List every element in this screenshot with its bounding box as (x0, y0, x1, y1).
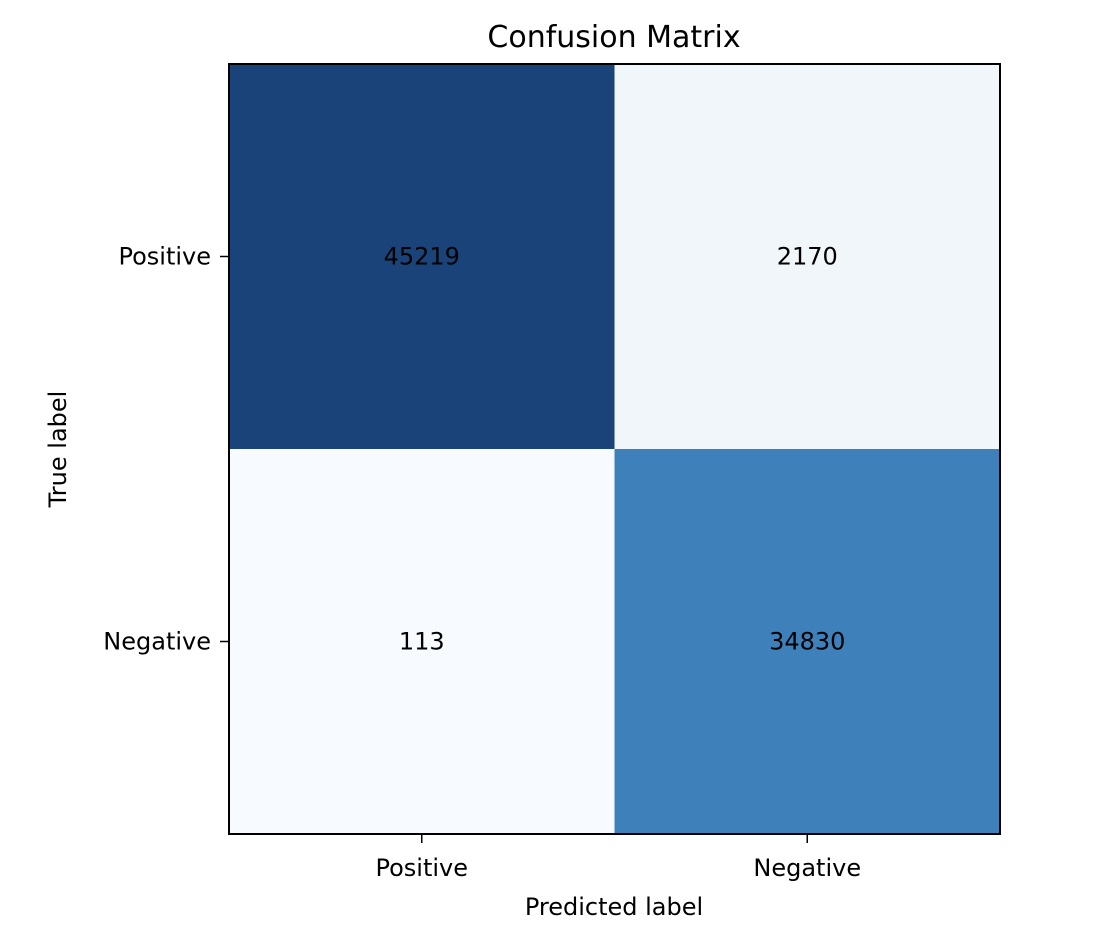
matrix-cell-1-1 (614, 449, 1001, 835)
chart-title: Confusion Matrix (487, 20, 740, 55)
cell-value-label-1-1: 34830 (769, 628, 845, 656)
matrix-cell-0-0 (229, 64, 615, 450)
cell-value-label-0-1: 2170 (777, 243, 838, 271)
cell-value-label-0-0: 45219 (384, 243, 460, 271)
heatmap-cells (229, 64, 1001, 835)
matrix-cell-1-0 (229, 449, 615, 835)
y-tick-label-0: Positive (118, 243, 211, 271)
x-axis-ticks: Positive Negative (375, 834, 861, 882)
matrix-cell-0-1 (614, 64, 1001, 450)
y-axis-ticks: Positive Negative (103, 243, 229, 656)
x-axis-label: Predicted label (525, 893, 703, 921)
plot-frame (228, 63, 1001, 835)
heatmap-cell-labels: 45219 2170 113 34830 (384, 243, 846, 656)
y-tick-label-1: Negative (103, 628, 211, 656)
x-tick-label-0: Positive (375, 854, 468, 882)
x-tick-label-1: Negative (753, 854, 861, 882)
y-axis-label: True label (44, 391, 72, 509)
cell-value-label-1-0: 113 (399, 628, 445, 656)
